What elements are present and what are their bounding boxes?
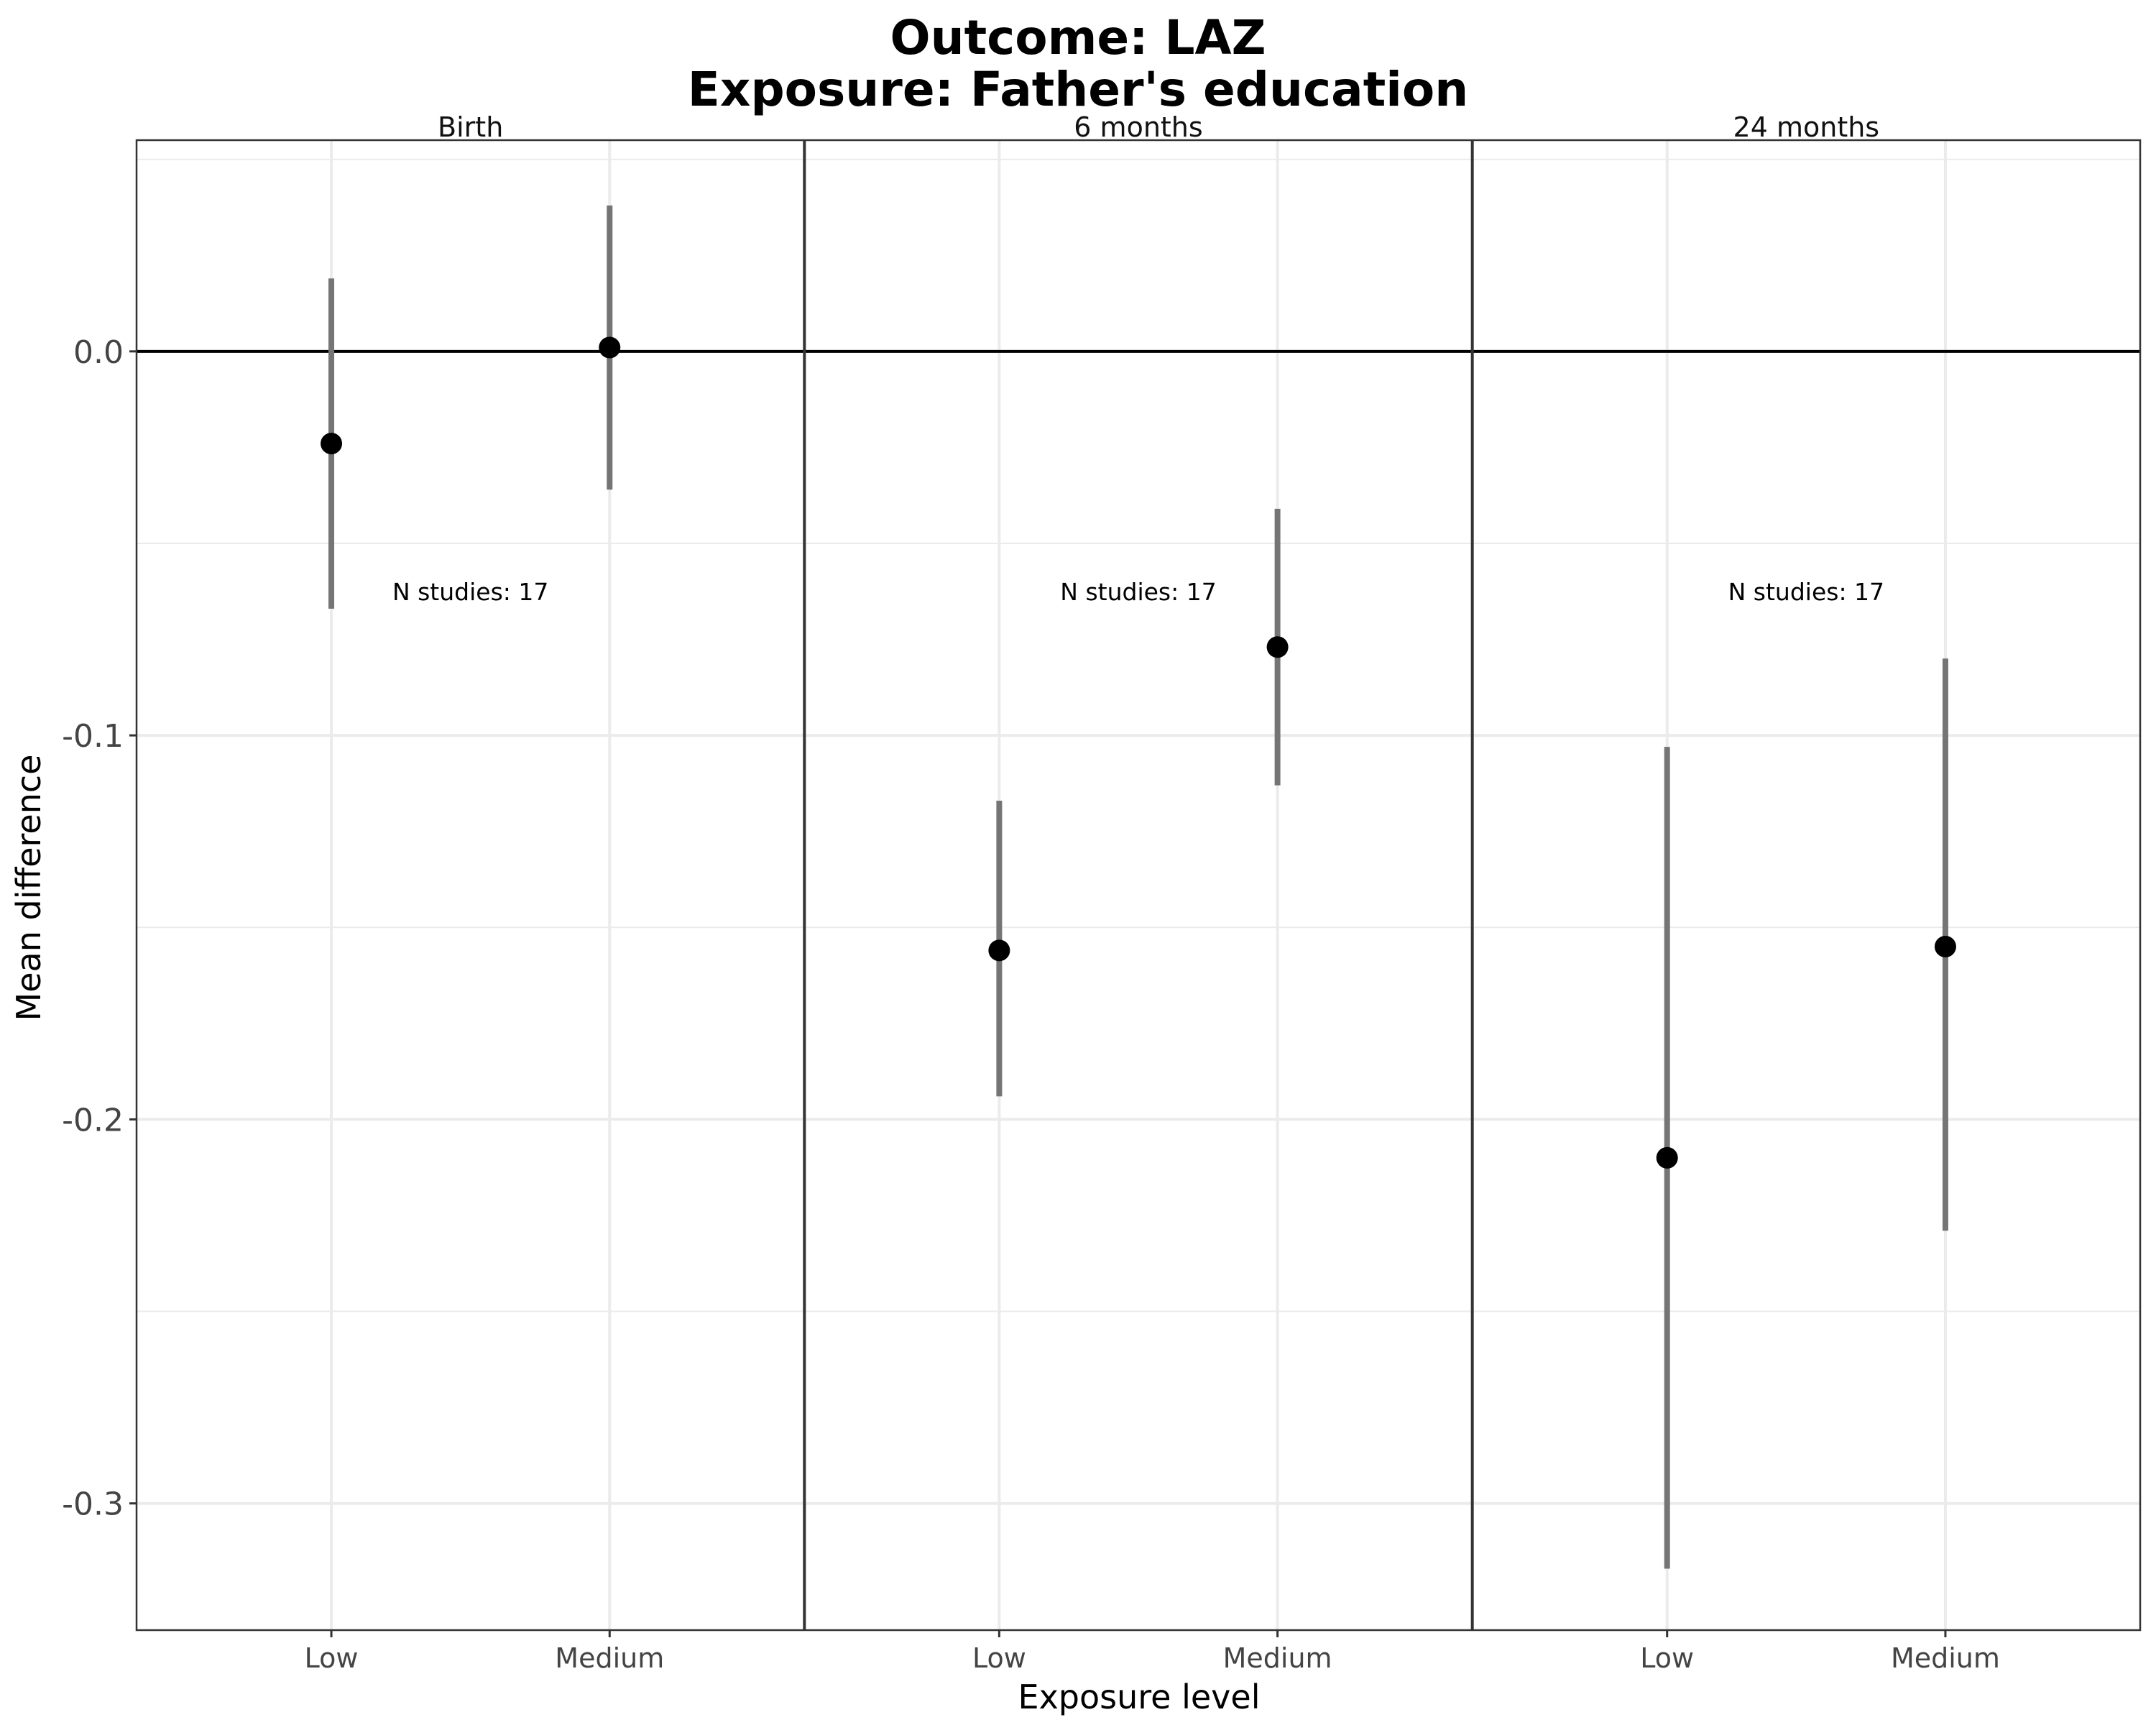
facet-label: 6 months bbox=[1074, 111, 1202, 143]
y-tick-label: -0.2 bbox=[62, 1102, 124, 1138]
data-point bbox=[1656, 1146, 1678, 1169]
facet-label: 24 months bbox=[1733, 111, 1880, 143]
facet-label: Birth bbox=[438, 111, 503, 143]
x-tick-label: Medium bbox=[1891, 1642, 2000, 1674]
data-point bbox=[1266, 636, 1289, 658]
x-tick-label: Medium bbox=[555, 1642, 664, 1674]
chart-title: Outcome: LAZ bbox=[890, 10, 1266, 65]
chart-subtitle: Exposure: Father's education bbox=[688, 62, 1468, 117]
y-axis-title: Mean difference bbox=[9, 755, 48, 1021]
data-point bbox=[1934, 935, 1956, 957]
panel-background bbox=[137, 140, 805, 1630]
frame-layer bbox=[129, 139, 2142, 1637]
x-tick-label: Low bbox=[1640, 1642, 1694, 1674]
text-layer: Outcome: LAZ Exposure: Father's educatio… bbox=[9, 10, 2000, 1716]
data-point bbox=[599, 336, 621, 359]
plot-border bbox=[135, 139, 2142, 1632]
x-tick-label: Low bbox=[972, 1642, 1026, 1674]
grid-layer bbox=[137, 140, 2140, 1630]
marks-layer bbox=[137, 205, 2140, 1569]
data-point bbox=[988, 939, 1010, 962]
x-axis-title: Exposure level bbox=[1018, 1678, 1261, 1716]
facet-annotation: N studies: 17 bbox=[1060, 578, 1216, 606]
y-tick-label: 0.0 bbox=[73, 334, 124, 371]
x-tick-label: Medium bbox=[1223, 1642, 1332, 1674]
data-point bbox=[321, 433, 343, 455]
panel-background bbox=[1472, 140, 2140, 1630]
facet-annotation: N studies: 17 bbox=[1728, 578, 1884, 606]
y-tick-label: -0.1 bbox=[62, 718, 124, 755]
x-tick-label: Low bbox=[305, 1642, 359, 1674]
panel-background bbox=[804, 140, 1473, 1630]
y-tick-label: -0.3 bbox=[62, 1486, 124, 1523]
facet-annotation: N studies: 17 bbox=[392, 578, 548, 606]
